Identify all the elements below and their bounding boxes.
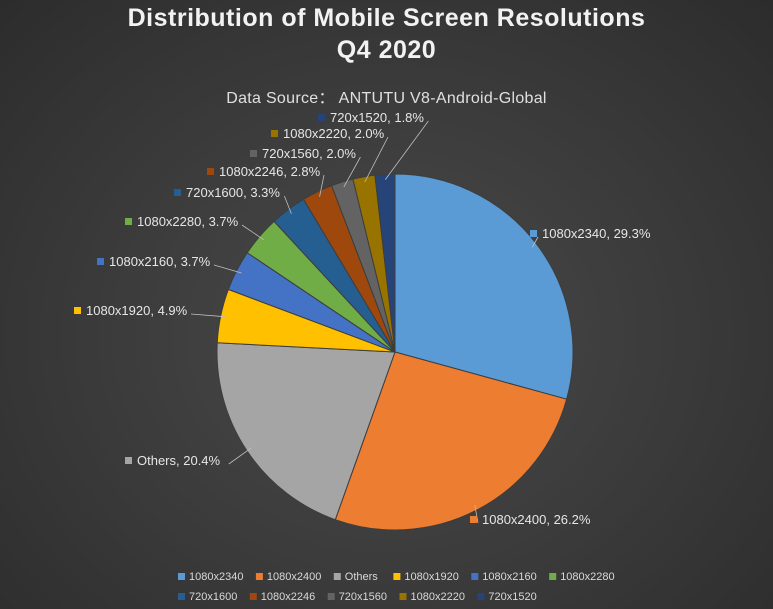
legend-swatch-1080x2220: [399, 593, 407, 600]
label-marker-1080x2340: [530, 230, 537, 237]
data-label-720x1560: 720x1560, 2.0%: [262, 146, 356, 161]
legend: 1080x2340 1080x2400 Others 1080x1920 1080x21…: [178, 571, 615, 603]
leader-line-720x1520: [384, 120, 429, 180]
leader-line-others: [228, 447, 252, 465]
legend-item-1080x1920: 1080x1920: [404, 571, 458, 583]
data-label-1080x2246: 1080x2246, 2.8%: [219, 164, 321, 179]
legend-swatch-1080x2340: [178, 573, 185, 580]
data-label-1080x2160: 1080x2160, 3.7%: [109, 254, 211, 269]
leader-line-1080x2220: [364, 136, 389, 183]
leader-line-1080x2400: [474, 505, 479, 524]
legend-item-1080x2220: 1080x2220: [411, 591, 465, 603]
label-marker-1080x2246: [207, 168, 214, 175]
data-label-1080x2400: 1080x2400, 26.2%: [482, 512, 591, 527]
leader-line-1080x2246: [319, 174, 325, 197]
chart-subtitle: Data Source： ANTUTU V8-Android-Global: [226, 90, 547, 107]
label-marker-720x1520: [318, 114, 325, 121]
label-marker-1080x1920: [74, 307, 81, 314]
pie-slice-720x1520: [374, 173, 396, 353]
legend-item-1080x2400: 1080x2400: [267, 571, 321, 583]
data-label-720x1600: 720x1600, 3.3%: [186, 185, 280, 200]
legend-swatch-720x1600: [178, 593, 185, 600]
legend-swatch-1080x1920: [393, 573, 401, 580]
leader-line-1080x2160: [213, 264, 242, 274]
legend-swatch-1080x2400: [255, 573, 263, 580]
pie-slice-1080x2400: [334, 351, 568, 531]
leader-line-1080x1920: [190, 313, 227, 318]
legend-item-720x1520: 720x1520: [488, 591, 536, 603]
legend-item-720x1560: 720x1560: [339, 591, 387, 603]
legend-swatch-1080x2280: [549, 573, 557, 580]
leader-line-1080x2280: [241, 224, 265, 241]
legend-item-720x1600: 720x1600: [189, 591, 237, 603]
legend-swatch-others: [333, 573, 341, 580]
data-label-others: Others, 20.4%: [137, 453, 221, 468]
data-label-1080x2220: 1080x2220, 2.0%: [283, 126, 385, 141]
chart-title: Distribution of Mobile Screen Resolution…: [127, 4, 646, 32]
chart-title-period: Q4 2020: [336, 36, 437, 64]
data-label-1080x2280: 1080x2280, 3.7%: [137, 214, 239, 229]
legend-item-others: Others: [345, 571, 379, 583]
data-label-1080x2340: 1080x2340, 29.3%: [542, 226, 651, 241]
legend-item-1080x2340: 1080x2340: [189, 571, 243, 583]
legend-swatch-720x1520: [477, 593, 485, 600]
label-marker-1080x2280: [125, 218, 132, 225]
label-marker-others: [125, 457, 132, 464]
pie-slice-1080x2340: [394, 173, 574, 400]
label-marker-720x1600: [174, 189, 181, 196]
label-marker-720x1560: [250, 150, 257, 157]
label-marker-1080x2160: [97, 258, 104, 265]
legend-swatch-1080x2246: [249, 593, 257, 600]
label-marker-1080x2400: [470, 516, 477, 523]
legend-item-1080x2280: 1080x2280: [560, 571, 614, 583]
legend-item-1080x2246: 1080x2246: [261, 591, 315, 603]
legend-swatch-720x1560: [327, 593, 335, 600]
data-label-1080x1920: 1080x1920, 4.9%: [86, 303, 188, 318]
label-marker-1080x2220: [271, 130, 278, 137]
leader-line-1080x2340: [531, 236, 539, 248]
legend-swatch-1080x2160: [471, 573, 479, 580]
leader-line-720x1560: [343, 156, 361, 188]
leader-line-720x1600: [284, 195, 292, 215]
legend-item-1080x2160: 1080x2160: [482, 571, 536, 583]
data-label-720x1520: 720x1520, 1.8%: [330, 110, 424, 125]
